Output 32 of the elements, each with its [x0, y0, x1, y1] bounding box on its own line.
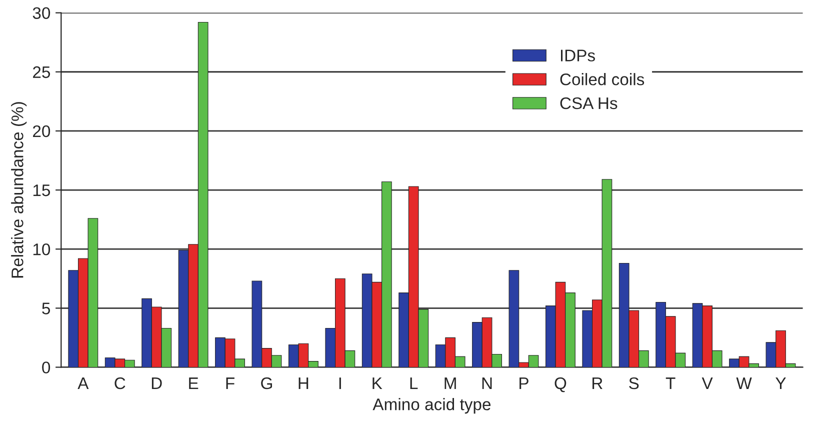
- x-tick-label: G: [261, 377, 272, 390]
- y-tick-label: 10: [33, 243, 50, 256]
- y-tick-label: 30: [32, 7, 50, 20]
- y-tick-label: 0: [42, 362, 50, 374]
- y-axis-title: Relative abundance (%): [11, 102, 27, 278]
- y-tick-label: 25: [33, 66, 50, 78]
- x-tick-label: W: [736, 378, 752, 390]
- x-tick-label: K: [372, 378, 382, 390]
- x-tick-label: H: [298, 378, 308, 390]
- x-tick-label: M: [444, 378, 456, 390]
- x-tick-label: A: [78, 378, 89, 390]
- x-tick-label: F: [226, 378, 234, 390]
- x-tick-label: S: [629, 377, 639, 390]
- x-tick-label: L: [410, 378, 418, 390]
- x-tick-label: I: [339, 378, 341, 390]
- y-tick-label: 5: [42, 302, 50, 314]
- x-tick-label: R: [592, 378, 602, 390]
- x-tick-label: Q: [554, 377, 566, 392]
- x-tick-label: N: [482, 378, 492, 390]
- x-tick-label: D: [152, 378, 162, 390]
- legend-label: CSA Hs: [560, 97, 618, 110]
- x-tick-label: T: [666, 378, 676, 390]
- legend-label: Coiled coils: [560, 73, 644, 86]
- x-axis-title: Amino acid type: [372, 398, 490, 414]
- x-tick-label: E: [189, 378, 198, 390]
- y-tick-label: 15: [33, 184, 50, 196]
- x-tick-label: Y: [776, 378, 786, 390]
- y-tick-label: 20: [33, 125, 50, 138]
- x-tick-label: C: [114, 377, 126, 390]
- legend-label: IDPs: [560, 50, 595, 62]
- x-tick-label: P: [520, 378, 528, 390]
- x-tick-label: V: [702, 378, 713, 390]
